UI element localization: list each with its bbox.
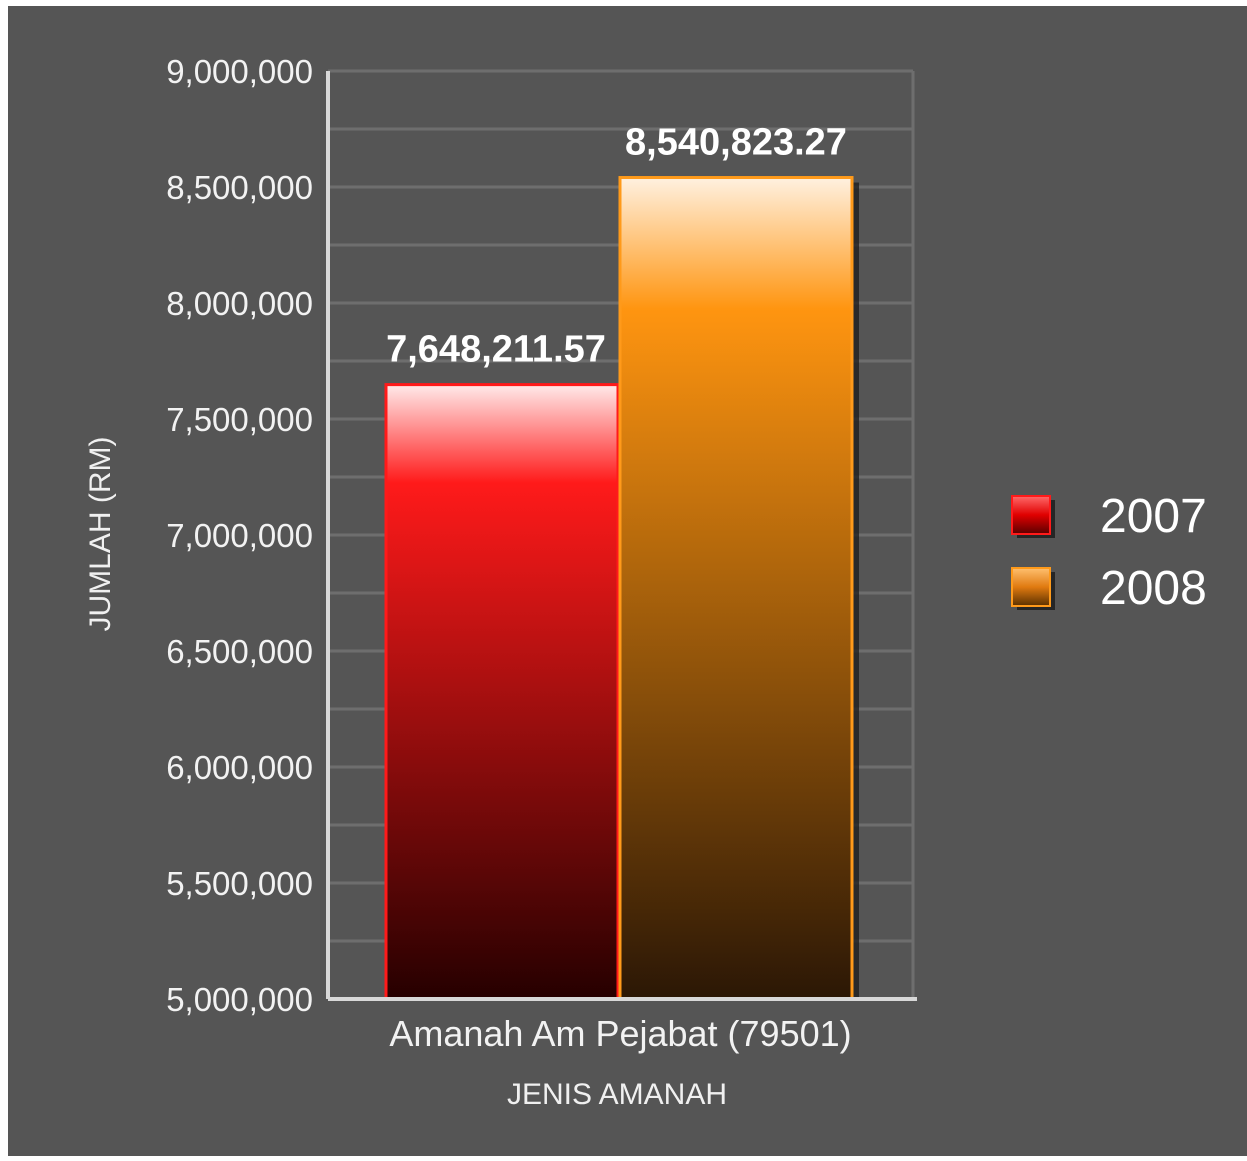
- axis-layer: [326, 71, 917, 1001]
- data-label-2007: 7,648,211.57: [386, 329, 606, 371]
- y-tick-label: 6,000,000: [166, 749, 313, 786]
- bar-2007: [384, 383, 620, 1001]
- y-axis-title: JUMLAH (RM): [84, 437, 117, 632]
- legend-label-2007: 2007: [1100, 490, 1207, 543]
- chart-panel: 5,000,000 5,500,000 6,000,000 6,500,000 7,00…: [8, 6, 1247, 1156]
- x-tick-label: Amanah Am Pejabat (79501): [389, 1013, 851, 1054]
- x-axis-title: JENIS AMANAH: [507, 1078, 727, 1111]
- y-tick-label: 5,500,000: [166, 865, 313, 902]
- legend: 2007 2008: [1011, 490, 1207, 615]
- y-tick-label: 5,000,000: [166, 981, 313, 1018]
- legend-swatch-2007: [1011, 495, 1051, 535]
- bar-layer: [384, 176, 859, 1001]
- bar-chart: 5,000,000 5,500,000 6,000,000 6,500,000 7,00…: [84, 53, 1207, 1111]
- data-label-2008: 8,540,823.27: [625, 122, 847, 164]
- bar-2008: [618, 176, 854, 1001]
- label-layer: 5,000,000 5,500,000 6,000,000 6,500,000 7,00…: [166, 53, 851, 1054]
- legend-swatch-2008: [1011, 567, 1051, 607]
- y-tick-label: 6,500,000: [166, 633, 313, 670]
- legend-label-2008: 2008: [1100, 562, 1207, 615]
- y-tick-label: 7,000,000: [166, 517, 313, 554]
- y-tick-label: 8,000,000: [166, 285, 313, 322]
- y-tick-label: 8,500,000: [166, 169, 313, 206]
- y-tick-label: 9,000,000: [166, 53, 313, 90]
- y-tick-label: 7,500,000: [166, 401, 313, 438]
